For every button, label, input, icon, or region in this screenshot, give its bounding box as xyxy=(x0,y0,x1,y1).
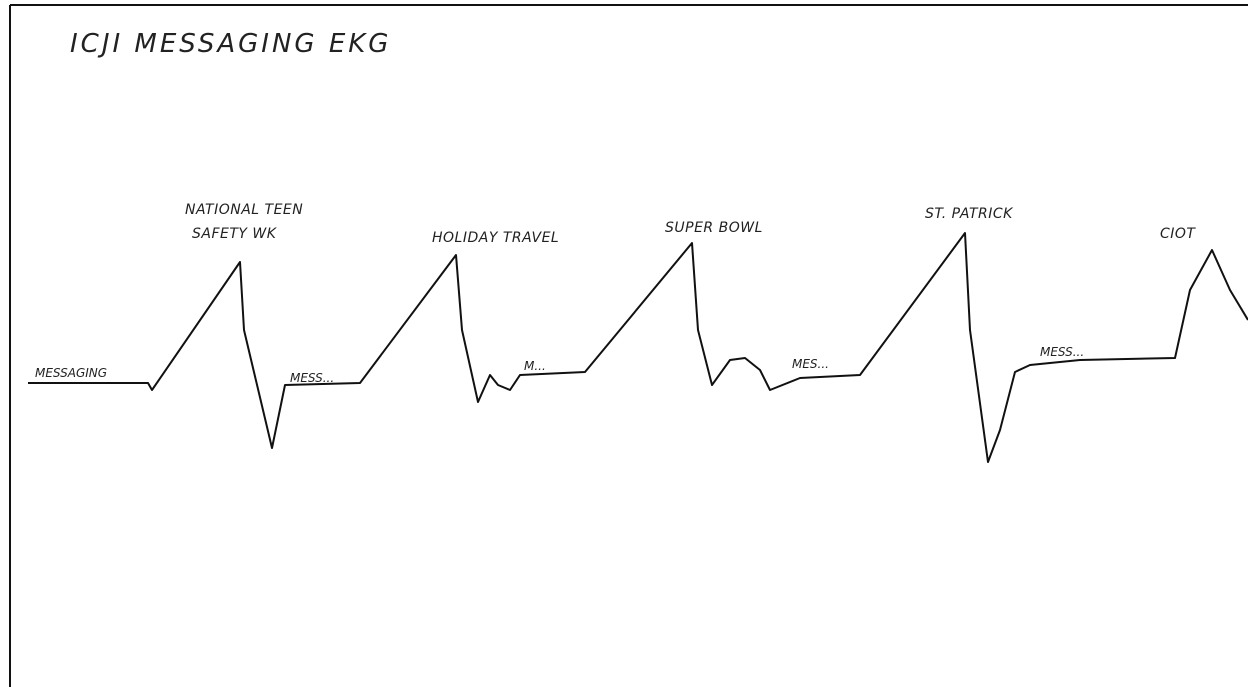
peak-label: SUPER BOWL xyxy=(665,220,763,236)
title: ICJI MESSAGING EKG xyxy=(70,29,391,59)
baseline-label: MESSAGING xyxy=(35,366,107,380)
baseline-label: MESS... xyxy=(290,371,334,385)
baseline-label: MES... xyxy=(792,357,829,371)
peak-label: CIOT xyxy=(1160,226,1196,242)
baseline-label: M... xyxy=(524,359,546,373)
peak-label: SAFETY WK xyxy=(192,226,278,242)
baseline-label: MESS... xyxy=(1040,345,1084,359)
peak-label: NATIONAL TEEN xyxy=(185,202,303,218)
ekg-waveform xyxy=(28,232,1248,463)
peak-label: HOLIDAY TRAVEL xyxy=(432,230,559,246)
peak-label: ST. PATRICK xyxy=(925,206,1014,222)
